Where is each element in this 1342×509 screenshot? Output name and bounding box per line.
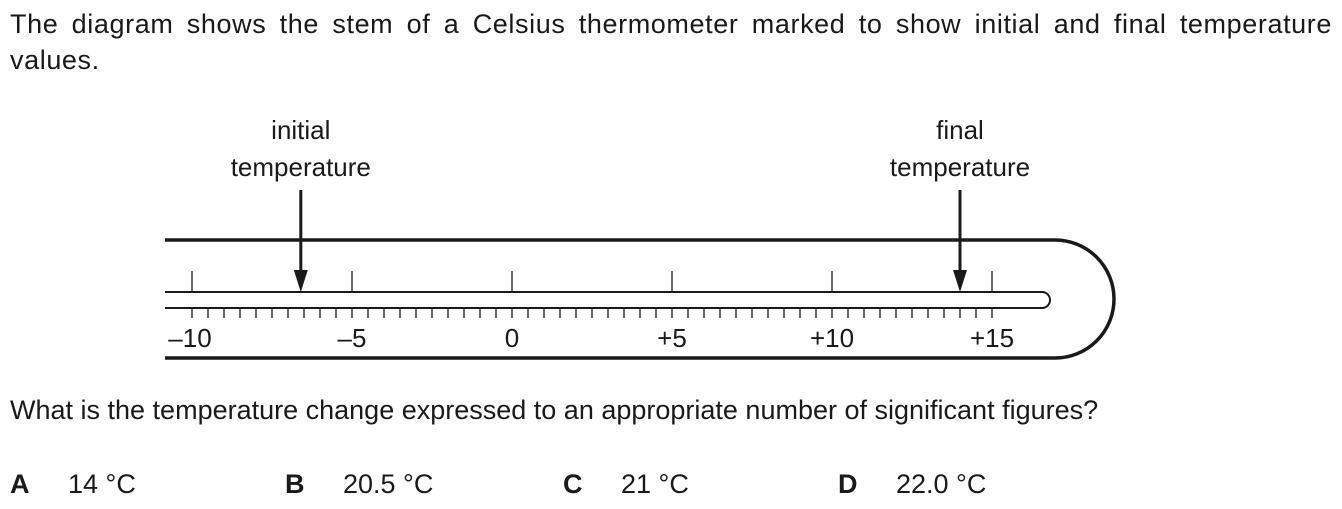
option-d[interactable]: D 22.0 °C [838,466,986,502]
option-a[interactable]: A 14 °C [10,466,136,502]
scale-label: +10 [810,323,854,353]
initial-arrowhead [293,270,308,292]
final-arrowhead [953,270,967,292]
option-c-letter: C [563,469,583,499]
option-d-value: 22.0 °C [896,469,987,499]
final-label-line2: temperature [890,152,1030,182]
intro-text: The diagram shows the stem of a Celsius … [10,9,1332,75]
option-a-letter: A [10,469,30,499]
capillary-bore [165,291,1051,309]
scale-label: 0 [505,323,519,353]
option-c-value: 21 °C [621,469,689,499]
option-a-value: 14 °C [68,469,136,499]
option-d-letter: D [838,469,858,499]
scale-labels: –10 –5 0 +5 +10 +15 [168,323,1014,353]
option-b[interactable]: B 20.5 °C [285,466,433,502]
option-c[interactable]: C 21 °C [563,466,689,502]
thermometer-stem [165,238,1116,360]
scale-label: +15 [970,323,1014,353]
initial-label-line2: temperature [231,152,371,182]
question-text: What is the temperature change expressed… [10,395,1099,425]
scale-label: –5 [338,323,367,353]
option-b-letter: B [285,469,305,499]
initial-label-line1: initial [271,115,330,145]
scale-label: +5 [657,323,687,353]
option-b-value: 20.5 °C [343,469,434,499]
scale-label: –10 [168,323,211,353]
final-label-line1: final [936,115,984,145]
scale-ticks [191,271,993,318]
